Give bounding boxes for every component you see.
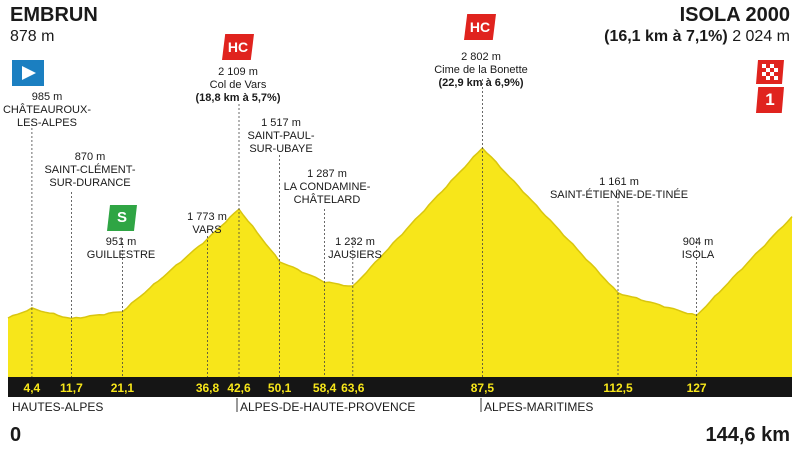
point-name: Col de Vars <box>209 79 267 91</box>
profile-outline <box>7 147 793 320</box>
km-label: 63,6 <box>341 381 365 395</box>
km-label: 58,4 <box>313 381 337 395</box>
department-alpes-maritimes: ALPES-MARITIMES <box>484 400 594 414</box>
point-altitude: 1 161 m <box>599 176 639 188</box>
hc-badge-cime-de-la-bonette: HC <box>464 14 496 40</box>
point-altitude: 904 m <box>682 236 714 248</box>
point-name: SAINT-ÉTIENNE-DE-TINÉE <box>549 189 689 201</box>
distance-end: 144,6 km <box>705 424 790 446</box>
marker-lines <box>31 79 697 377</box>
point-name: CHÂTEAUROUX- LES-ALPES <box>2 104 92 129</box>
point-jausiers: 1 232 m JAUSIERS <box>328 236 382 262</box>
department-alpes-de-haute-provence: ALPES-DE-HAUTE-PROVENCE <box>240 400 416 414</box>
profile-area <box>8 148 792 377</box>
finish-climb: (16,1 km à 7,1%) <box>604 28 728 45</box>
point-name: SAINT-PAUL- SUR-UBAYE <box>247 130 315 155</box>
point-isola: 904 m ISOLA <box>682 236 714 262</box>
point-name: GUILLESTRE <box>86 249 156 261</box>
distance-start: 0 <box>10 424 22 446</box>
km-band <box>8 377 792 397</box>
point-name: SAINT-CLÉMENT- SUR-DURANCE <box>44 164 136 189</box>
point-la-condamine: 1 287 m LA CONDAMINE- CHÂTELARD <box>284 168 371 207</box>
point-name: LA CONDAMINE- CHÂTELARD <box>283 181 371 206</box>
start-altitude: 878 m <box>10 28 55 45</box>
point-saint-etienne: 1 161 m SAINT-ÉTIENNE-DE-TINÉE <box>550 176 688 202</box>
hc-label: HC <box>227 39 249 55</box>
point-name: Cime de la Bonette <box>434 64 528 76</box>
finish-checkered-flag-icon <box>756 60 784 84</box>
point-altitude: 951 m <box>105 236 137 248</box>
point-name: VARS <box>192 224 222 236</box>
point-detail: (22,9 km à 6,9%) <box>438 77 524 89</box>
point-altitude: 1 773 m <box>187 211 227 223</box>
department-hautes-alpes: HAUTES-ALPES <box>12 400 104 414</box>
point-altitude: 1 517 m <box>261 117 301 129</box>
point-saint-clement: 870 m SAINT-CLÉMENT- SUR-DURANCE <box>44 151 135 190</box>
finish-category-label: 1 <box>765 90 775 109</box>
hc-label: HC <box>469 19 491 35</box>
km-label: 36,8 <box>196 381 220 395</box>
point-saint-paul: 1 517 m SAINT-PAUL- SUR-UBAYE <box>247 117 314 156</box>
department-dividers <box>236 398 482 412</box>
point-col-de-vars: 2 109 m Col de Vars (18,8 km à 5,7%) <box>196 66 281 105</box>
point-name: JAUSIERS <box>328 249 382 261</box>
hc-badge-col-de-vars: HC <box>222 34 254 60</box>
point-vars: 1 773 m VARS <box>187 211 227 237</box>
finish-altitude: 2 024 m <box>732 28 790 45</box>
km-label: 4,4 <box>24 381 41 395</box>
start-name: EMBRUN <box>10 4 98 26</box>
point-guillestre: 951 m GUILLESTRE <box>87 236 155 262</box>
km-label: 50,1 <box>268 381 292 395</box>
point-cime-de-la-bonette: 2 802 m Cime de la Bonette (22,9 km à 6,… <box>434 51 528 90</box>
point-name: ISOLA <box>681 249 715 261</box>
sprint-icon: S <box>116 209 127 226</box>
km-label: 42,6 <box>227 381 251 395</box>
km-label: 11,7 <box>60 381 83 395</box>
km-labels: 4,4 11,7 21,1 36,8 42,6 50,1 58,4 63,6 87,5 112,5… <box>24 381 707 395</box>
km-label: 112,5 <box>603 381 633 395</box>
start-flag-icon <box>12 60 44 86</box>
point-detail: (18,8 km à 5,7%) <box>195 92 281 104</box>
profile-layer <box>7 147 793 377</box>
km-label: 87,5 <box>471 381 495 395</box>
point-altitude: 2 802 m <box>461 51 501 63</box>
finish-category-badge: 1 <box>756 87 784 113</box>
sprint-badge: S <box>107 205 137 231</box>
point-altitude: 870 m <box>74 151 106 163</box>
point-altitude: 1 287 m <box>307 168 347 180</box>
point-chateauroux: 985 m CHÂTEAUROUX- LES-ALPES <box>3 91 91 130</box>
km-label: 21,1 <box>111 381 135 395</box>
point-altitude: 2 109 m <box>218 66 258 78</box>
km-label: 127 <box>687 381 707 395</box>
finish-name: ISOLA 2000 <box>679 4 790 26</box>
finish-info: (16,1 km à 7,1%) 2 024 m <box>604 28 790 46</box>
point-altitude: 1 232 m <box>335 236 375 248</box>
point-altitude: 985 m <box>31 91 63 103</box>
